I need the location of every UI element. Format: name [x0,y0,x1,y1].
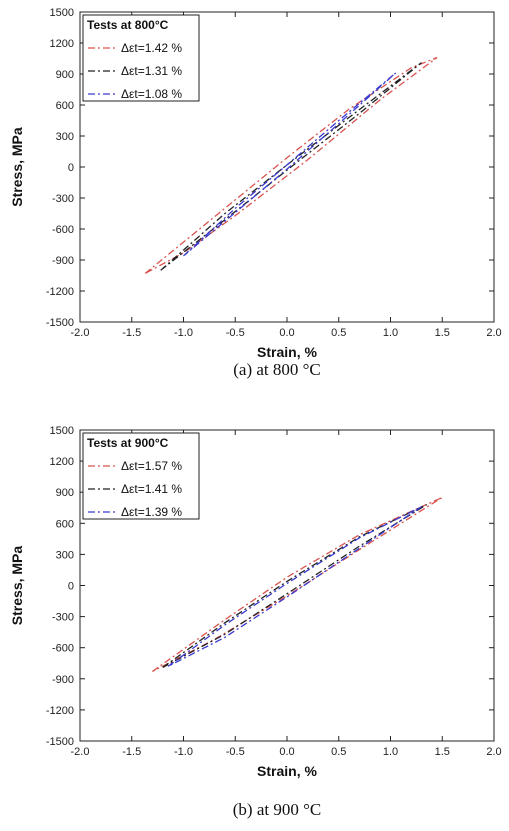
panel-caption-a: (a) at 800 °C [233,360,321,379]
legend-entry-3: Δεt=1.08 % [121,87,182,101]
x-tick-label: 0.0 [279,327,294,339]
legend-title: Tests at 800°C [87,18,169,32]
x-tick-label: 1.0 [383,327,398,339]
x-tick-label: 1.0 [383,746,398,758]
x-tick-label: 1.5 [435,746,450,758]
x-tick-label: -1.5 [122,327,141,339]
legend-title: Tests at 900°C [87,436,169,450]
legend-entry-3: Δεt=1.39 % [121,505,182,519]
y-tick-label: -1200 [46,286,74,298]
y-tick-label: -1200 [46,705,74,717]
legend-entry-2: Δεt=1.31 % [121,64,182,78]
y-axis-title: Stress, MPa [9,127,25,207]
y-tick-label: -1500 [46,317,74,329]
y-tick-label: 1500 [50,7,74,19]
x-tick-label: -1.5 [122,746,141,758]
y-tick-label: 900 [56,487,74,499]
x-tick-label: 2.0 [486,327,501,339]
legend-box [82,14,200,102]
y-tick-label: 300 [56,549,74,561]
y-tick-label: -300 [52,193,74,205]
y-tick-label: -900 [52,674,74,686]
y-tick-label: 1200 [50,456,74,468]
x-tick-label: -0.5 [226,746,245,758]
y-tick-label: -900 [52,255,74,267]
hysteresis-loop-series-2 [160,62,422,271]
x-tick-label: -0.5 [226,327,245,339]
legend-entry-2: Δεt=1.41 % [121,482,182,496]
y-tick-label: 300 [56,131,74,143]
x-tick-label: -2.0 [71,327,90,339]
x-axis-title: Strain, % [257,344,317,360]
y-axis-title: Stress, MPa [9,546,25,626]
chart-panel-a: -2.0 -1.5 -1.0 -0.5 0.0 0.5 1.0 1.5 2.0 1500 1200 9… [9,7,502,360]
y-tick-label: 1200 [50,38,74,50]
x-axis-title: Strain, % [257,763,317,779]
y-tick-label: 900 [56,69,74,81]
legend-entry-1: Δεt=1.57 % [121,459,182,473]
x-tick-label: -2.0 [71,746,90,758]
y-tick-label: 1500 [50,425,74,437]
chart-panel-b: -2.0 -1.5 -1.0 -0.5 0.0 0.5 1.0 1.5 2.0 1500 1200 9… [9,425,502,779]
y-tick-label: 600 [56,100,74,112]
legend-box [82,432,200,520]
x-tick-label: 0.5 [331,746,346,758]
y-tick-label: 0 [68,162,74,174]
x-tick-label: 0.5 [331,327,346,339]
hysteresis-loop-series-3 [167,506,422,667]
y-tick-label: 0 [68,581,74,593]
x-tick-label: 0.0 [279,746,294,758]
x-tick-label: 1.5 [435,327,450,339]
legend-entry-1: Δεt=1.42 % [121,41,182,55]
hysteresis-loop-series-3 [183,72,397,257]
panel-caption-b: (b) at 900 °C [233,800,321,819]
y-tick-label: -300 [52,612,74,624]
hysteresis-loop-series-1 [144,56,438,274]
y-tick-label: 600 [56,518,74,530]
hysteresis-loop-series-2 [162,504,428,668]
y-tick-label: -600 [52,224,74,236]
x-tick-label: 2.0 [486,746,501,758]
x-tick-label: -1.0 [174,746,193,758]
y-tick-label: -1500 [46,736,74,748]
x-tick-label: -1.0 [174,327,193,339]
y-tick-label: -600 [52,643,74,655]
